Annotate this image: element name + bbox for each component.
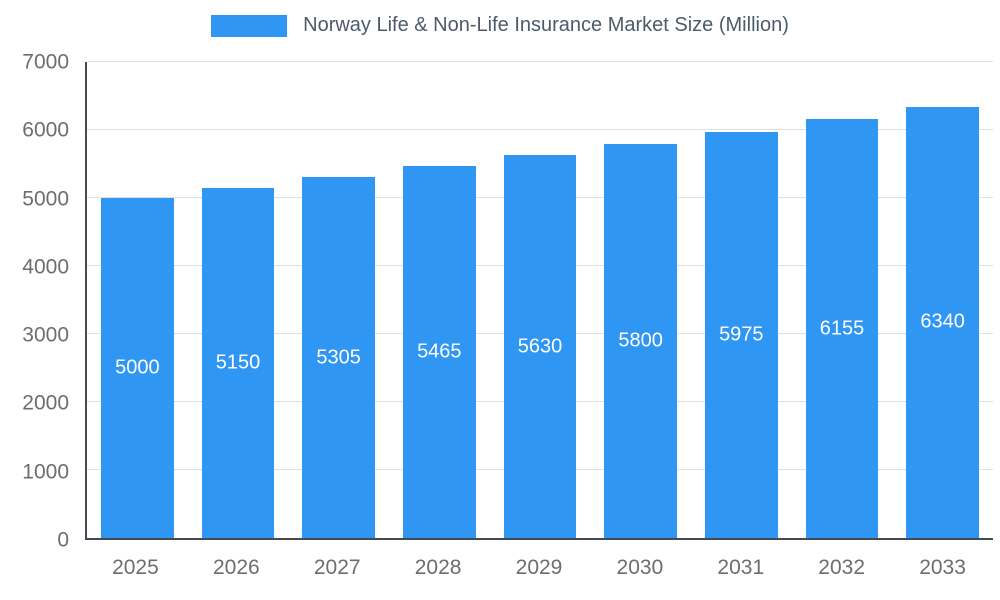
x-tick-label: 2025	[112, 556, 159, 579]
bars-container: 5000 5150 5305 5465 5630 5800 5975 6155 6340	[87, 62, 993, 538]
bar-value-label: 5465	[417, 340, 462, 363]
bar-value-label: 5150	[215, 351, 261, 374]
y-tick-label: 5000	[22, 187, 69, 211]
y-tick-label: 4000	[22, 255, 69, 279]
y-tick-label: 3000	[22, 323, 69, 347]
bar-slot: 6340	[892, 62, 993, 538]
bar-slot: 5800	[590, 62, 691, 538]
gridline	[87, 129, 993, 130]
chart-legend: Norway Life & Non-Life Insurance Market …	[0, 14, 1000, 37]
bar-slot: 5630	[490, 62, 591, 538]
x-tick-label: 2026	[212, 556, 260, 579]
x-tick-label: 2033	[919, 556, 966, 579]
x-tick-label: 2029	[515, 556, 563, 579]
y-tick-label: 6000	[22, 118, 69, 142]
bar-slot: 5305	[288, 62, 389, 538]
bar: 5800	[604, 143, 677, 538]
bar-slot: 6155	[792, 62, 893, 538]
bar-value-label: 5800	[618, 329, 663, 352]
bar-slot: 5150	[188, 62, 289, 538]
bar: 5000	[101, 198, 174, 538]
x-tick-label: 2028	[414, 556, 462, 579]
plot-area: 5000 5150 5305 5465 5630 5800 5975 6155 6340	[85, 61, 993, 540]
y-tick-label: 2000	[22, 391, 69, 415]
x-axis-labels: 2025 2026 2027 2028 2029 2030 2031 2032 2033	[85, 548, 993, 588]
x-tick-label: 2030	[616, 556, 664, 579]
y-axis-ticks: 0 1000 2000 3000 4000 5000 6000 7000	[0, 52, 75, 551]
y-tick-label: 7000	[22, 50, 69, 74]
bar-value-label: 6155	[819, 317, 865, 340]
x-tick-label: 2032	[818, 556, 866, 579]
x-tick-label: 2027	[313, 556, 361, 579]
bar: 5975	[705, 131, 778, 538]
bar-slot: 5000	[87, 62, 188, 538]
gridline	[87, 61, 993, 62]
bar: 6155	[805, 119, 879, 538]
y-tick-label: 1000	[22, 460, 69, 484]
y-tick-label: 0	[57, 528, 69, 552]
bar-value-label: 5000	[115, 356, 160, 379]
bar: 5465	[403, 166, 476, 538]
bar-slot: 5465	[389, 62, 490, 538]
x-tick-label: 2031	[717, 556, 765, 579]
bar-value-label: 5305	[316, 346, 361, 369]
legend-swatch	[211, 14, 288, 37]
bar: 5630	[503, 155, 577, 538]
bar-value-label: 5975	[719, 323, 764, 346]
bar: 5150	[201, 187, 275, 538]
bar: 6340	[906, 106, 979, 538]
bar: 5305	[302, 177, 375, 538]
bar-value-label: 6340	[920, 310, 965, 333]
bar-value-label: 5630	[517, 335, 563, 358]
bar-slot: 5975	[691, 62, 792, 538]
chart-title: Norway Life & Non-Life Insurance Market …	[303, 14, 789, 36]
